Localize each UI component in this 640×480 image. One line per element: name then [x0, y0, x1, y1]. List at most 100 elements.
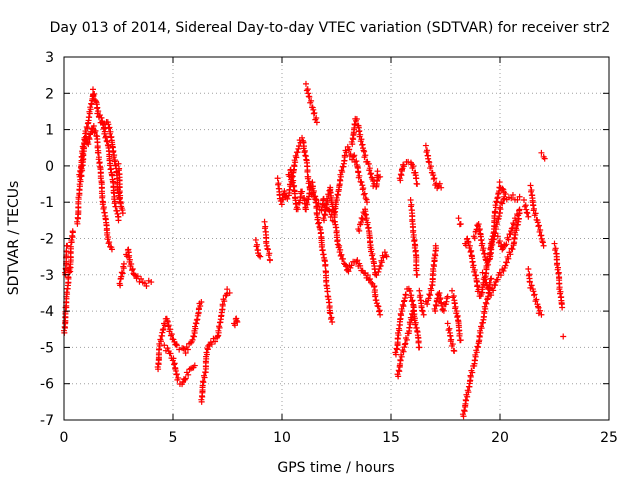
- data-point: [507, 231, 514, 238]
- data-point: [360, 185, 367, 192]
- data-point: [509, 224, 516, 231]
- data-point: [168, 331, 175, 338]
- data-point: [457, 220, 464, 227]
- data-point: [508, 225, 515, 232]
- data-point: [560, 333, 567, 340]
- data-point: [374, 168, 381, 175]
- data-point: [400, 163, 407, 170]
- data-point: [360, 191, 367, 198]
- data-point: [368, 279, 375, 286]
- data-point: [354, 257, 361, 264]
- data-point: [76, 173, 83, 180]
- data-point: [197, 303, 204, 310]
- data-point: [510, 221, 517, 228]
- data-point: [309, 179, 316, 186]
- data-point: [492, 282, 499, 289]
- data-point: [508, 245, 515, 252]
- data-point: [449, 287, 456, 294]
- data-point: [87, 106, 94, 113]
- data-point: [505, 236, 512, 243]
- data-point: [358, 136, 365, 143]
- data-point: [337, 177, 344, 184]
- data-point: [491, 215, 498, 222]
- data-point: [499, 246, 506, 253]
- data-point: [164, 345, 171, 352]
- data-point: [104, 138, 111, 145]
- data-point: [377, 173, 384, 180]
- data-point: [375, 268, 382, 275]
- data-point: [436, 180, 443, 187]
- axis-ticks: [63, 56, 610, 421]
- data-point: [394, 335, 401, 342]
- y-tick-label: -6: [40, 377, 54, 393]
- data-point: [299, 134, 306, 141]
- data-point: [64, 291, 71, 298]
- data-point: [86, 110, 93, 117]
- data-point: [516, 206, 523, 213]
- data-point: [103, 133, 110, 140]
- data-point: [97, 173, 104, 180]
- data-point: [305, 173, 312, 180]
- data-point: [366, 275, 373, 282]
- data-point: [436, 290, 443, 297]
- data-point: [479, 289, 486, 296]
- data-point: [311, 109, 318, 116]
- data-point: [104, 229, 111, 236]
- data-point: [527, 182, 534, 189]
- data-point: [91, 90, 98, 97]
- data-point: [80, 143, 87, 150]
- data-point: [303, 206, 310, 213]
- data-point: [130, 271, 137, 278]
- data-point: [90, 122, 97, 129]
- data-point: [427, 292, 434, 299]
- data-point: [520, 197, 527, 204]
- data-point: [309, 191, 316, 198]
- x-tick-label: 10: [273, 430, 291, 446]
- data-point: [481, 310, 488, 317]
- data-point: [92, 127, 99, 134]
- data-point: [397, 177, 404, 184]
- data-point: [111, 198, 118, 205]
- data-point: [366, 165, 373, 172]
- data-point: [314, 210, 321, 217]
- data-point: [407, 197, 414, 204]
- data-point: [494, 276, 501, 283]
- data-point: [173, 342, 180, 349]
- data-point: [395, 332, 402, 339]
- data-point: [402, 340, 409, 347]
- data-point: [224, 286, 231, 293]
- data-point: [405, 158, 412, 165]
- data-point: [156, 342, 163, 349]
- data-point: [108, 246, 115, 253]
- data-point: [448, 336, 455, 343]
- data-point: [557, 288, 564, 295]
- data-point: [68, 239, 75, 246]
- data-point: [490, 287, 497, 294]
- data-point: [117, 199, 124, 206]
- data-point: [476, 333, 483, 340]
- data-point: [321, 217, 328, 224]
- data-point: [410, 231, 417, 238]
- data-point: [203, 351, 210, 358]
- data-point: [535, 222, 542, 229]
- data-point: [432, 307, 439, 314]
- data-point: [400, 348, 407, 355]
- data-point: [315, 220, 322, 227]
- data-point: [451, 300, 458, 307]
- data-point: [293, 200, 300, 207]
- data-point: [479, 269, 486, 276]
- data-point: [402, 292, 409, 299]
- data-point: [530, 202, 537, 209]
- data-point: [473, 349, 480, 356]
- data-point: [89, 86, 96, 93]
- data-point: [110, 147, 117, 154]
- data-point: [465, 239, 472, 246]
- x-tick-label: 0: [60, 430, 69, 446]
- data-point: [367, 171, 374, 178]
- data-point: [502, 191, 509, 198]
- data-point: [510, 220, 517, 227]
- data-point: [340, 260, 347, 267]
- data-point: [69, 228, 76, 235]
- data-point: [453, 308, 460, 315]
- data-point: [485, 258, 492, 265]
